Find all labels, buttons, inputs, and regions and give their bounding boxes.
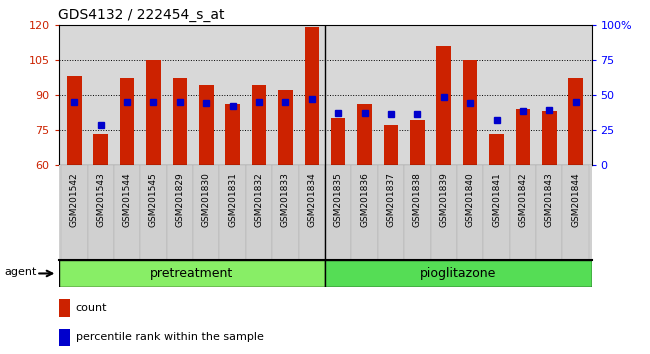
Text: GDS4132 / 222454_s_at: GDS4132 / 222454_s_at [58, 8, 225, 22]
Bar [199, 85, 213, 165]
Bar [331, 118, 345, 165]
Bar [378, 165, 404, 260]
Text: GSM201837: GSM201837 [387, 172, 395, 227]
Bar [305, 27, 319, 165]
Text: GSM201844: GSM201844 [571, 172, 580, 227]
Bar [140, 165, 166, 260]
Bar [325, 260, 592, 287]
Text: GSM201842: GSM201842 [519, 172, 527, 227]
Bar [67, 76, 82, 165]
Bar [94, 134, 108, 165]
Bar [437, 46, 451, 165]
Bar [58, 329, 70, 346]
Text: GSM201839: GSM201839 [439, 172, 448, 227]
Bar [515, 109, 530, 165]
Text: GSM201835: GSM201835 [333, 172, 343, 227]
Bar [489, 134, 504, 165]
Bar [484, 165, 510, 260]
Bar [430, 165, 457, 260]
Bar [246, 165, 272, 260]
Text: pretreatment: pretreatment [150, 267, 233, 280]
Text: count: count [75, 303, 107, 313]
Bar [536, 165, 562, 260]
Text: GSM201832: GSM201832 [255, 172, 263, 227]
Text: GSM201544: GSM201544 [123, 172, 131, 227]
Text: agent: agent [5, 267, 37, 277]
Bar [120, 78, 135, 165]
Bar [220, 165, 246, 260]
Text: GSM201543: GSM201543 [96, 172, 105, 227]
Bar [61, 165, 88, 260]
Bar [88, 165, 114, 260]
Bar [272, 165, 298, 260]
Text: GSM201843: GSM201843 [545, 172, 554, 227]
Text: GSM201833: GSM201833 [281, 172, 290, 227]
Text: GSM201831: GSM201831 [228, 172, 237, 227]
Text: GSM201830: GSM201830 [202, 172, 211, 227]
Bar [278, 90, 292, 165]
Bar [146, 60, 161, 165]
Bar [404, 165, 430, 260]
Text: pioglitazone: pioglitazone [420, 267, 497, 280]
Bar [410, 120, 424, 165]
Bar [463, 60, 477, 165]
Text: GSM201829: GSM201829 [176, 172, 185, 227]
Bar [358, 104, 372, 165]
Bar [58, 260, 325, 287]
Bar [384, 125, 398, 165]
Text: GSM201836: GSM201836 [360, 172, 369, 227]
Text: GSM201840: GSM201840 [465, 172, 474, 227]
Bar [226, 104, 240, 165]
Bar [325, 165, 352, 260]
Text: GSM201542: GSM201542 [70, 172, 79, 227]
Text: GSM201838: GSM201838 [413, 172, 422, 227]
Bar [114, 165, 140, 260]
Bar [568, 78, 583, 165]
Text: GSM201545: GSM201545 [149, 172, 158, 227]
Bar [542, 111, 556, 165]
Bar [193, 165, 220, 260]
Bar [58, 299, 70, 317]
Bar [457, 165, 484, 260]
Bar [166, 165, 193, 260]
Text: GSM201841: GSM201841 [492, 172, 501, 227]
Text: GSM201834: GSM201834 [307, 172, 317, 227]
Text: percentile rank within the sample: percentile rank within the sample [75, 332, 263, 342]
Bar [510, 165, 536, 260]
Bar [352, 165, 378, 260]
Bar [562, 165, 589, 260]
Bar [173, 78, 187, 165]
Bar [252, 85, 266, 165]
Bar [298, 165, 325, 260]
